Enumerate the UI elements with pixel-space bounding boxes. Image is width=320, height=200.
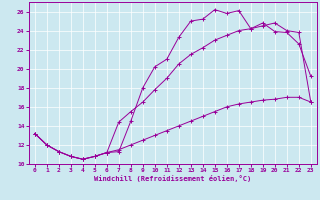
X-axis label: Windchill (Refroidissement éolien,°C): Windchill (Refroidissement éolien,°C) bbox=[94, 175, 252, 182]
